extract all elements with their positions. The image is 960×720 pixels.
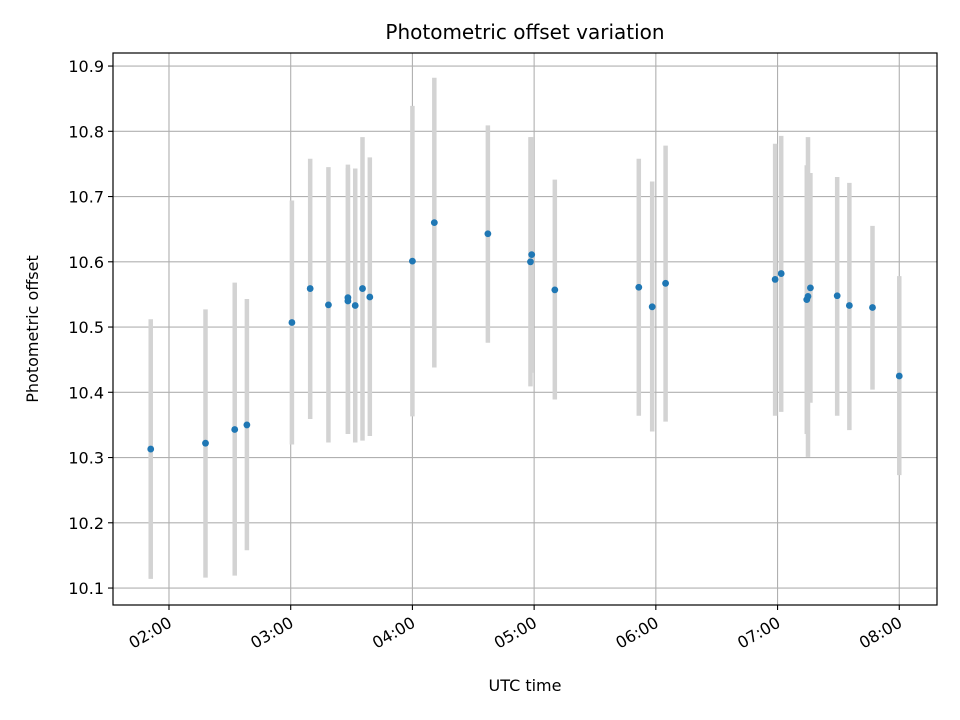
data-point	[288, 319, 296, 326]
data-point	[771, 276, 779, 283]
y-tick-label: 10.7	[68, 188, 104, 207]
data-point	[662, 279, 669, 287]
data-point	[551, 286, 559, 294]
y-tick-label: 10.9	[68, 57, 104, 76]
data-point	[325, 301, 332, 309]
data-point	[895, 372, 903, 380]
data-point	[306, 285, 314, 292]
data-point	[359, 285, 366, 292]
data-point	[833, 292, 841, 300]
data-point	[351, 302, 359, 309]
data-point	[484, 230, 492, 238]
data-point	[344, 297, 352, 305]
data-point	[804, 292, 812, 300]
data-point	[648, 303, 656, 311]
y-tick-label: 10.8	[68, 122, 104, 141]
data-points	[147, 219, 903, 453]
chart-title: Photometric offset variation	[385, 20, 664, 44]
data-point	[409, 257, 416, 265]
y-tick-label: 10.6	[68, 253, 104, 272]
y-axis-label: Photometric offset	[23, 255, 42, 403]
data-point	[869, 304, 876, 311]
data-point	[231, 426, 239, 433]
data-point	[202, 439, 209, 447]
plot-frame	[112, 52, 938, 606]
data-point	[243, 421, 251, 429]
data-point	[635, 283, 643, 291]
y-tick-label: 10.4	[68, 383, 104, 402]
x-axis-label: UTC time	[489, 676, 562, 695]
grid	[113, 53, 937, 605]
y-tick-label: 10.3	[68, 449, 104, 468]
data-point	[527, 258, 534, 266]
y-tick-label: 10.5	[68, 318, 104, 337]
y-axis: 10.1 10.2 10.3 10.4 10.5 10.6 10.7 10.8 10.9	[68, 57, 113, 598]
data-point	[777, 270, 785, 277]
data-point	[807, 284, 814, 292]
data-point	[147, 445, 155, 453]
y-tick-label: 10.2	[68, 514, 104, 533]
data-point	[430, 219, 438, 227]
y-tick-label: 10.1	[68, 579, 104, 598]
data-point	[528, 251, 536, 259]
data-point	[366, 293, 374, 301]
data-point	[845, 302, 853, 309]
